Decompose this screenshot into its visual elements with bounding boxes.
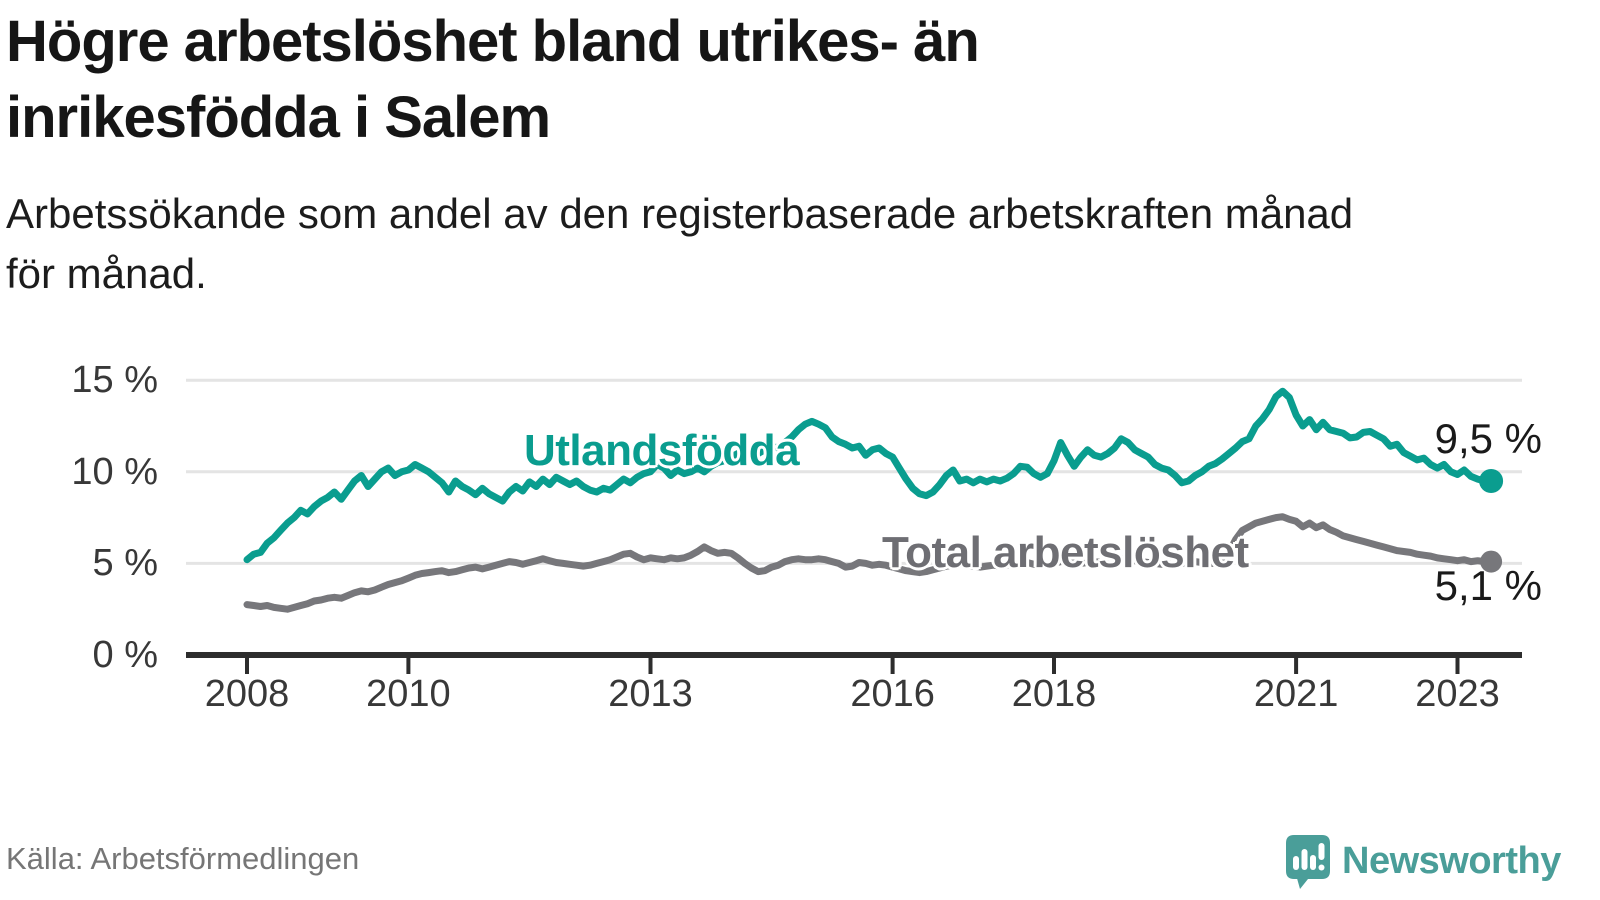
source-attribution: Källa: Arbetsförmedlingen <box>6 841 360 876</box>
end-value-label-utlandsfodda: 9,5 % <box>1434 415 1542 462</box>
chart-subtitle: Arbetssökande som andel av den registerb… <box>6 184 1566 304</box>
end-value-label-total: 5,1 % <box>1434 562 1542 609</box>
x-tick-label-2013: 2013 <box>608 673 693 715</box>
x-tick-label-2023: 2023 <box>1415 673 1500 715</box>
chart-subtitle-line2: för månad. <box>6 250 207 297</box>
chart-title-line1: Högre arbetslöshet bland utrikes- än <box>6 9 980 74</box>
x-tick-label-2016: 2016 <box>850 673 935 715</box>
newsworthy-logo-text: Newsworthy <box>1342 840 1561 882</box>
x-tick-label-2010: 2010 <box>366 673 451 715</box>
newsworthy-logo: Newsworthy <box>1284 833 1561 890</box>
x-axis <box>186 652 1522 674</box>
chart-subtitle-line1: Arbetssökande som andel av den registerb… <box>6 190 1354 237</box>
series-label-utlandsfodda: Utlandsfödda <box>524 426 800 475</box>
newsworthy-logo-icon <box>1286 835 1330 889</box>
data-lines <box>243 387 1495 613</box>
chart-title: Högre arbetslöshet bland utrikes- än inr… <box>6 4 1546 156</box>
chart-title-line2: inrikesfödda i Salem <box>6 85 551 150</box>
end-point-dots <box>1479 469 1504 573</box>
y-tick-label-0: 0 % <box>92 634 158 676</box>
x-tick-label-2021: 2021 <box>1253 673 1339 715</box>
line-total-arbetsloshet <box>243 513 1495 613</box>
series-label-total-arbetsloshet: Total arbetslöshet <box>882 528 1249 577</box>
x-tick-label-2008: 2008 <box>204 673 290 715</box>
y-tick-label-15: 15 % <box>71 359 158 402</box>
line-utlandsfodda <box>243 387 1495 564</box>
y-tick-label-10: 10 % <box>71 450 158 493</box>
end-dot-total-arbetsloshet <box>1480 550 1503 573</box>
y-tick-label-5: 5 % <box>92 542 158 585</box>
end-dot-utlandsfodda <box>1479 469 1504 493</box>
x-tick-label-2018: 2018 <box>1011 673 1097 715</box>
